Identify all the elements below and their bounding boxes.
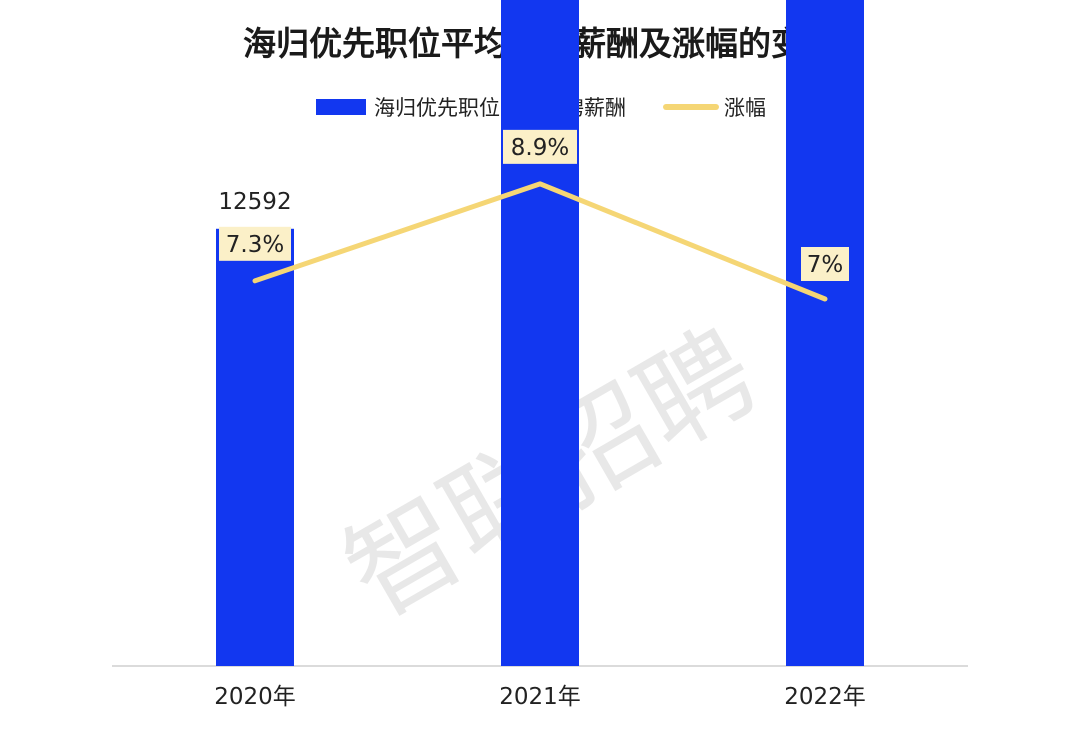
legend-bar-label: 海归优先职位平均招聘薪酬 — [374, 96, 626, 120]
x-tick-label: 2020年 — [214, 684, 296, 710]
bars-layer — [216, 0, 864, 666]
bar — [786, 0, 864, 666]
growth-line — [252, 181, 828, 302]
x-tick-label: 2021年 — [499, 684, 581, 710]
growth-label-box — [503, 129, 577, 164]
bar — [501, 0, 579, 666]
growth-label: 7% — [807, 252, 844, 278]
labels-layer: 125922020年137192021年146802022年7.3%8.9%7% — [214, 129, 866, 710]
legend-line-label: 涨幅 — [724, 96, 766, 120]
bar — [216, 228, 294, 666]
growth-label: 7.3% — [226, 232, 284, 258]
bar-value-label: 12592 — [218, 189, 291, 215]
growth-label: 8.9% — [511, 135, 569, 161]
growth-label-box — [801, 247, 849, 281]
line-layer — [252, 181, 828, 302]
legend-bar-swatch — [316, 99, 366, 115]
legend: 海归优先职位平均招聘薪酬 涨幅 — [316, 96, 766, 120]
x-tick-label: 2022年 — [784, 684, 866, 710]
growth-label-box — [219, 226, 291, 261]
